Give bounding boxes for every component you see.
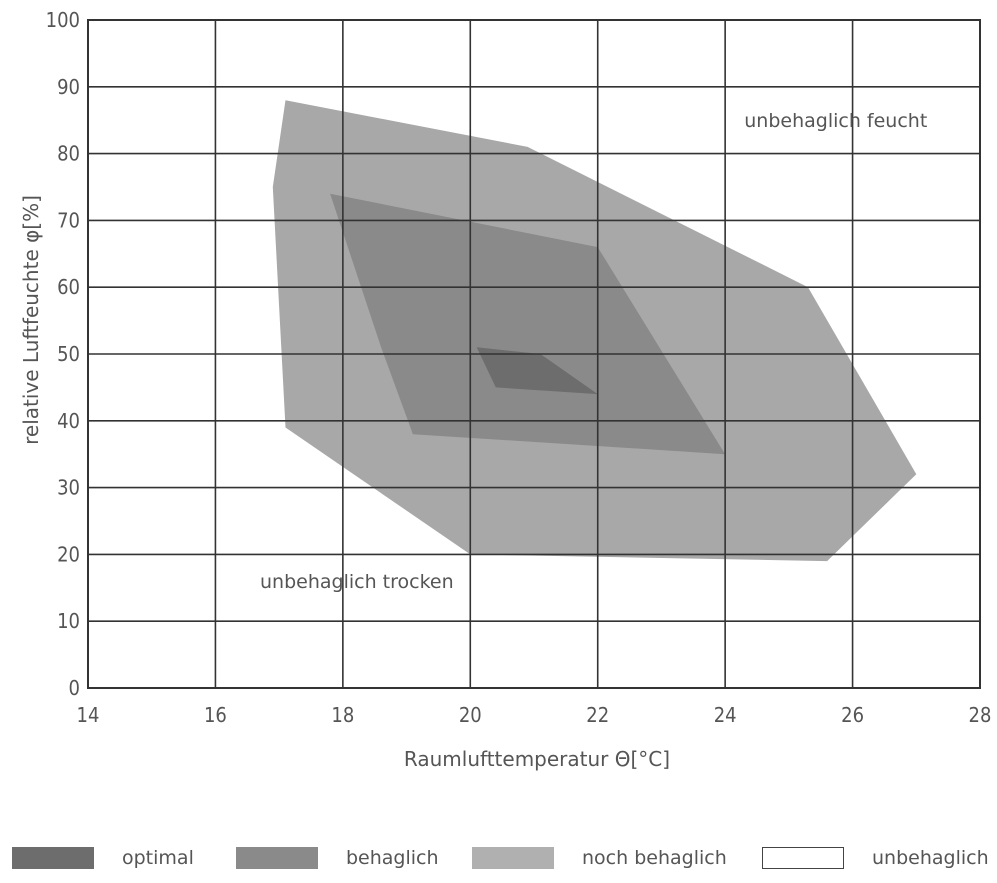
legend-item-optimal: optimal bbox=[12, 838, 194, 878]
x-tick-label: 28 bbox=[969, 703, 992, 727]
x-tick-labels: 14 16 18 20 22 24 26 28 bbox=[77, 703, 992, 727]
plot-frame bbox=[87, 19, 981, 689]
y-tick-label: 100 bbox=[46, 8, 80, 32]
legend-swatch-noch-behaglich bbox=[472, 847, 554, 869]
x-tick-label: 24 bbox=[714, 703, 737, 727]
x-tick-label: 18 bbox=[331, 703, 354, 727]
annotations: unbehaglich feucht unbehaglich trocken bbox=[260, 110, 927, 593]
legend-label-behaglich: behaglich bbox=[346, 847, 439, 869]
x-tick-label: 22 bbox=[586, 703, 609, 727]
legend-item-noch-behaglich: noch behaglich bbox=[472, 838, 727, 878]
x-tick-label: 20 bbox=[459, 703, 482, 727]
legend-swatch-optimal bbox=[12, 847, 94, 869]
legend-label-unbehaglich: unbehaglich bbox=[872, 847, 989, 869]
annotation-label: unbehaglich feucht bbox=[744, 110, 927, 132]
legend-swatch-unbehaglich bbox=[762, 847, 844, 869]
legend-swatch-behaglich bbox=[236, 847, 318, 869]
y-tick-label: 30 bbox=[57, 476, 80, 500]
y-axis-label: relative Luftfeuchte φ[%] bbox=[19, 195, 43, 445]
x-tick-label: 14 bbox=[77, 703, 100, 727]
legend-label-noch-behaglich: noch behaglich bbox=[582, 847, 727, 869]
x-tick-label: 16 bbox=[204, 703, 227, 727]
y-tick-label: 70 bbox=[57, 208, 80, 232]
y-tick-label: 20 bbox=[57, 542, 80, 566]
y-tick-label: 90 bbox=[57, 75, 80, 99]
region-behaglich bbox=[330, 193, 726, 455]
y-tick-label: 40 bbox=[57, 409, 80, 433]
legend-item-behaglich: behaglich bbox=[236, 838, 439, 878]
y-tick-label: 60 bbox=[57, 275, 80, 299]
y-tick-labels: 0 10 20 30 40 50 60 70 80 90 100 bbox=[46, 8, 80, 700]
annotation-label: unbehaglich trocken bbox=[260, 571, 454, 593]
legend-label-optimal: optimal bbox=[122, 847, 194, 869]
x-axis-label: Raumlufttemperatur Θ[°C] bbox=[404, 747, 670, 771]
comfort-regions bbox=[272, 100, 917, 562]
y-tick-label: 0 bbox=[69, 676, 80, 700]
y-tick-label: 10 bbox=[57, 609, 80, 633]
y-tick-label: 50 bbox=[57, 342, 80, 366]
x-tick-label: 26 bbox=[841, 703, 864, 727]
region-optimal bbox=[476, 347, 598, 395]
legend: optimal behaglich noch behaglich unbehag… bbox=[0, 838, 997, 878]
legend-item-unbehaglich: unbehaglich bbox=[762, 838, 989, 878]
y-tick-label: 80 bbox=[57, 142, 80, 166]
